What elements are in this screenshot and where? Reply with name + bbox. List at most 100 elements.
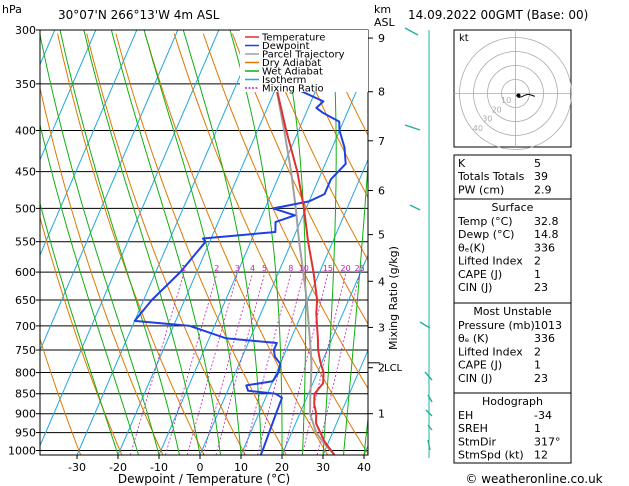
isotherm-line <box>240 158 368 455</box>
mixing-ratio-line <box>130 273 184 455</box>
pressure-tick-label: 600 <box>15 266 36 279</box>
mixing-ratio-label: 25 <box>355 264 365 273</box>
isotherm-line <box>199 63 368 455</box>
most-unstable-title: Most Unstable <box>473 305 552 318</box>
wet-adiabat-line <box>40 201 119 455</box>
pressure-tick-label: 450 <box>15 166 36 179</box>
wet-adiabat-line <box>40 31 160 455</box>
temperature-line <box>262 30 336 455</box>
index-label: SREH <box>458 422 488 435</box>
index-label: CAPE (J) <box>458 359 502 372</box>
mixing-ratio-axis-label: Mixing Ratio (g/kg) <box>387 246 400 350</box>
index-value: 336 <box>534 332 555 345</box>
isotherm-line <box>281 253 368 455</box>
mixing-ratio-label: 20 <box>341 264 351 273</box>
mixing-ratio-label: 5 <box>262 264 267 273</box>
mixing-ratio-line <box>283 273 329 455</box>
temperature-tick-label: -20 <box>109 461 127 474</box>
wet-adiabat-line <box>229 30 283 455</box>
hodograph-ring-label: 40 <box>473 124 483 133</box>
isotherm-line <box>40 30 220 447</box>
index-label: StmSpd (kt) <box>458 449 524 462</box>
location-title: 30°07'N 266°13'W 4m ASL <box>58 8 220 22</box>
index-value: 39 <box>534 170 548 183</box>
mixing-ratio-line <box>215 273 265 455</box>
index-label: θₑ(K) <box>458 241 485 254</box>
dewpoint-line <box>133 30 347 455</box>
legend-entry: Wet Adiabat <box>262 67 323 78</box>
dry-adiabat-line <box>86 33 246 455</box>
index-label: CIN (J) <box>458 281 492 294</box>
isotherm-line <box>40 30 97 161</box>
hodograph-storm-motion <box>516 93 521 98</box>
dry-adiabat-line <box>611 34 629 456</box>
altitude-tick-label: 9 <box>378 32 385 45</box>
pressure-tick-label: 650 <box>15 294 36 307</box>
pressure-tick-label: 1000 <box>8 444 36 457</box>
index-value: 1013 <box>534 319 562 332</box>
isotherm-line <box>117 30 302 455</box>
index-label: Temp (°C) <box>457 215 513 228</box>
isotherm-line <box>0 30 14 455</box>
wind-barb <box>419 321 431 329</box>
pressure-tick-label: 300 <box>15 24 36 37</box>
mixing-ratio-label: 3 <box>235 264 240 273</box>
isotherm-line <box>40 30 138 257</box>
index-value: 2 <box>534 345 541 358</box>
index-label: θₑ (K) <box>458 332 489 345</box>
dry-adiabat-line <box>261 33 368 262</box>
isotherm-line <box>76 30 261 455</box>
dry-adiabat-line <box>202 33 368 390</box>
index-label: Lifted Index <box>458 255 523 268</box>
wind-barb <box>404 124 421 131</box>
mixing-ratio-label: 10 <box>299 264 309 273</box>
index-label: CIN (J) <box>458 372 492 385</box>
wet-adiabat-line <box>110 30 221 455</box>
index-value: 1 <box>534 359 541 372</box>
index-label: Dewp (°C) <box>458 228 514 241</box>
index-value: 23 <box>534 372 548 385</box>
mixing-ratio-label: 15 <box>323 264 333 273</box>
dry-adiabat-line <box>582 34 629 456</box>
lcl-label: LCL <box>384 363 403 374</box>
dry-adiabat-line <box>173 33 368 455</box>
index-value: 2 <box>534 255 541 268</box>
index-value: 1 <box>534 422 541 435</box>
mixing-ratio-line <box>165 273 218 455</box>
index-value: 14.8 <box>534 228 559 241</box>
altitude-tick-label: 7 <box>378 135 385 148</box>
pressure-tick-label: 700 <box>15 320 36 333</box>
index-label: StmDir <box>458 435 497 448</box>
legend-entry: Dewpoint <box>262 41 310 52</box>
mixing-ratio-label: 8 <box>288 264 293 273</box>
mixing-ratio-label: 1 <box>181 264 186 273</box>
temperature-tick-label: -30 <box>68 461 86 474</box>
copyright: © weatheronline.co.uk <box>465 472 602 486</box>
hodograph-ring-label: 10 <box>501 96 511 105</box>
hpa-label: hPa <box>2 3 22 16</box>
mixing-ratio-line <box>202 273 253 455</box>
dry-adiabat-line <box>144 33 329 455</box>
isotherm-line <box>40 30 179 352</box>
dry-adiabat-line <box>115 33 287 455</box>
mixing-ratio-label: 2 <box>214 264 219 273</box>
hodograph-table-title: Hodograph <box>482 395 543 408</box>
altitude-tick-label: 4 <box>378 275 385 288</box>
legend-background <box>240 30 368 92</box>
wet-adiabat-line <box>343 156 368 455</box>
plot-frame <box>39 29 369 456</box>
temperature-tick-label: -10 <box>150 461 168 474</box>
dry-adiabat-line <box>290 33 368 199</box>
index-value: 336 <box>534 241 555 254</box>
isotherm-line <box>158 30 343 455</box>
index-label: Totals Totals <box>457 170 525 183</box>
index-label: EH <box>458 409 473 422</box>
index-value: 2.9 <box>534 183 552 196</box>
index-label: CAPE (J) <box>458 268 502 281</box>
wet-adiabat-line <box>40 122 139 455</box>
wet-adiabat-line <box>182 30 262 455</box>
mixing-ratio-line <box>186 273 238 455</box>
wet-adiabat-line <box>281 30 307 455</box>
legend-entry: Temperature <box>261 33 325 44</box>
